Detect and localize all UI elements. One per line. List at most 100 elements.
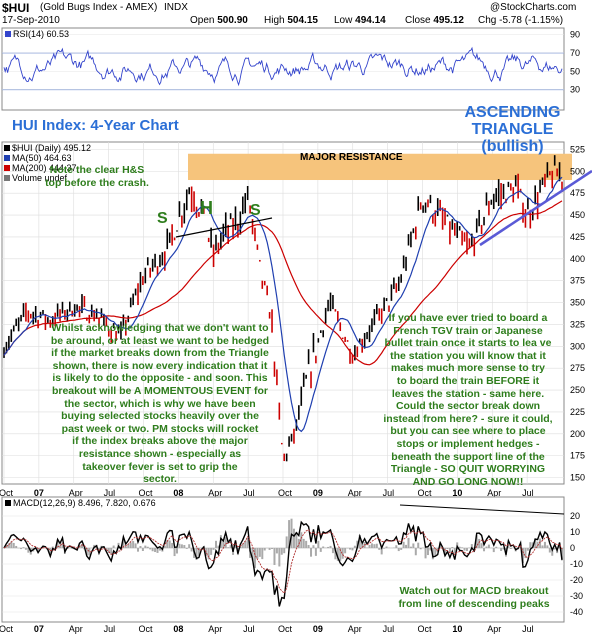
x-tick-label: Oct — [139, 488, 154, 498]
right-commentary-line-9: instead from here? - sure it could, — [383, 412, 553, 425]
ascending-triangle-label: ASCENDING TRIANGLE (bullish) — [455, 104, 570, 155]
macd-tick-label: -20 — [570, 575, 583, 585]
rsi-line — [3, 46, 563, 87]
left-commentary-line-5: is likely to do the opposite - and soon.… — [52, 372, 268, 385]
rsi-panel — [1, 27, 565, 111]
left-commentary-line-1: Whilst acknowledging that we don't want … — [51, 322, 269, 334]
rsi-legend-swatch — [5, 31, 11, 37]
x-tick-label: Jul — [522, 488, 534, 498]
macd-tick-label: 20 — [570, 511, 580, 521]
macd-gridlines — [2, 515, 564, 613]
macd-x-tick-label: Oct — [418, 624, 433, 634]
ma200-line — [3, 200, 563, 366]
right-commentary: If you have ever tried to board a French … — [368, 312, 568, 488]
price-tick-label: 325 — [570, 319, 585, 329]
macd-x-tick-label: 07 — [34, 624, 44, 634]
x-tick-label: Oct — [278, 488, 293, 498]
symbol-description: (Gold Bugs Index - AMEX) — [40, 2, 158, 13]
macd-x-tick-label: Jul — [383, 624, 395, 634]
hs-left-shoulder-label: S — [157, 210, 168, 227]
x-tick-label: Apr — [487, 488, 501, 498]
left-commentary-line-3: if the market breaks down from the Trian… — [51, 347, 269, 360]
price-tick-label: 225 — [570, 407, 585, 417]
macd-x-tick-label: Apr — [208, 624, 222, 634]
price-legend: $HUI (Daily) 495.12 MA(50) 464.63 MA(200… — [4, 143, 91, 183]
left-commentary-line-6: breakout will be A MOMENTOUS EVENT for — [51, 384, 269, 397]
legend-volume: Volume undef — [4, 173, 91, 183]
rsi-tick-label: 30 — [570, 85, 580, 95]
macd-x-tick-label: Apr — [487, 624, 501, 634]
macd-line — [3, 520, 563, 607]
macd-x-tick-label: Jul — [104, 624, 116, 634]
x-tick-label: Jul — [383, 488, 395, 498]
exchange: INDX — [164, 2, 188, 13]
left-commentary-line-2: be around, or at least we want to be hed… — [50, 334, 270, 347]
quote-open: Open 500.90 — [190, 15, 248, 26]
y-axes: 1501752002252502753003253503754004254504… — [570, 30, 585, 617]
legend-ma50: MA(50) 464.63 — [4, 153, 91, 163]
price-tick-label: 475 — [570, 188, 585, 198]
price-tick-label: 200 — [570, 429, 585, 439]
quote-change: Chg -5.78 (-1.15%) — [478, 15, 564, 26]
price-tick-label: 375 — [570, 276, 585, 286]
right-commentary-line-8: Could the sector break down — [395, 400, 541, 413]
macd-descending-peaks-line — [399, 504, 565, 515]
hs-right-shoulder-label: S — [250, 202, 261, 219]
macd-x-tick-label: 08 — [173, 624, 183, 634]
macd-signal-line — [3, 529, 563, 594]
macd-note-line-1: Watch out for MACD breakout — [399, 585, 549, 597]
right-commentary-line-11: stops or implement hedges - — [396, 437, 540, 450]
right-commentary-line-4: the station you will know that it — [390, 349, 546, 362]
macd-x-tick-label: 10 — [452, 624, 462, 634]
macd-tick-label: -10 — [570, 559, 583, 569]
legend-price: $HUI (Daily) 495.12 — [4, 143, 91, 153]
quote-low: Low 494.14 — [334, 15, 386, 26]
macd-x-tick-label: Jul — [243, 624, 255, 634]
macd-legend: MACD(12,26,9) 8.496, 7.820, 0.676 — [5, 498, 156, 508]
price-tick-label: 300 — [570, 341, 585, 351]
price-tick-label: 350 — [570, 298, 585, 308]
macd-x-tick-label: Oct — [139, 624, 154, 634]
quote-date: 17-Sep-2010 — [2, 15, 60, 26]
right-commentary-line-12: beneath the support line of the — [391, 450, 545, 463]
macd-x-axis: Oct 07 Apr Jul Oct 08 Apr Jul Oct 09 Apr Jul Oct 10 Ap… — [0, 624, 534, 634]
price-tick-label: 450 — [570, 210, 585, 220]
macd-note-line-2: from line of descending peaks — [398, 597, 550, 610]
right-commentary-line-7: leaves the station - same here. — [391, 387, 545, 400]
right-commentary-line-14: AND GO LONG NOW!! — [412, 475, 524, 488]
x-tick-label: 08 — [173, 488, 183, 498]
x-tick-label: Jul — [104, 488, 116, 498]
triangle-support-trendline — [479, 169, 592, 247]
price-tick-label: 150 — [570, 473, 585, 483]
macd-x-tick-label: 09 — [313, 624, 323, 634]
ma50-line — [3, 176, 563, 433]
hs-note-line-2: top before the crash. — [45, 176, 149, 189]
price-tick-label: 275 — [570, 363, 585, 373]
macd-x-tick-label: Jul — [522, 624, 534, 634]
macd-x-tick-label: Oct — [0, 624, 14, 634]
left-commentary-line-13: sector. — [143, 473, 177, 486]
right-commentary-line-10: but you can see where to place — [390, 425, 546, 438]
left-commentary-line-8: buying selected stocks heavily over the — [61, 410, 259, 423]
x-tick-label: 07 — [34, 488, 44, 498]
right-commentary-line-6: to board the train BEFORE it — [396, 374, 540, 387]
hs-head-label: H — [200, 198, 213, 218]
x-tick-label: Apr — [208, 488, 222, 498]
left-commentary-line-10: if the index breaks above the major — [72, 435, 248, 448]
ascending-label: ASCENDING — [464, 104, 561, 121]
macd-panel — [1, 496, 565, 623]
macd-tick-label: -40 — [570, 607, 583, 617]
neckline — [175, 217, 273, 238]
major-resistance-band — [188, 153, 572, 181]
price-tick-label: 175 — [570, 451, 585, 461]
price-gridlines — [2, 142, 564, 484]
x-tick-label: Apr — [348, 488, 362, 498]
x-tick-label: 09 — [313, 488, 323, 498]
x-tick-label: Oct — [418, 488, 433, 498]
macd-x-tick-label: Apr — [348, 624, 362, 634]
left-commentary: Whilst acknowledging that we don't want … — [10, 322, 310, 486]
major-resistance-label: MAJOR RESISTANCE — [300, 152, 403, 163]
rsi-tick-label: 70 — [570, 48, 580, 58]
price-tick-label: 500 — [570, 166, 585, 176]
